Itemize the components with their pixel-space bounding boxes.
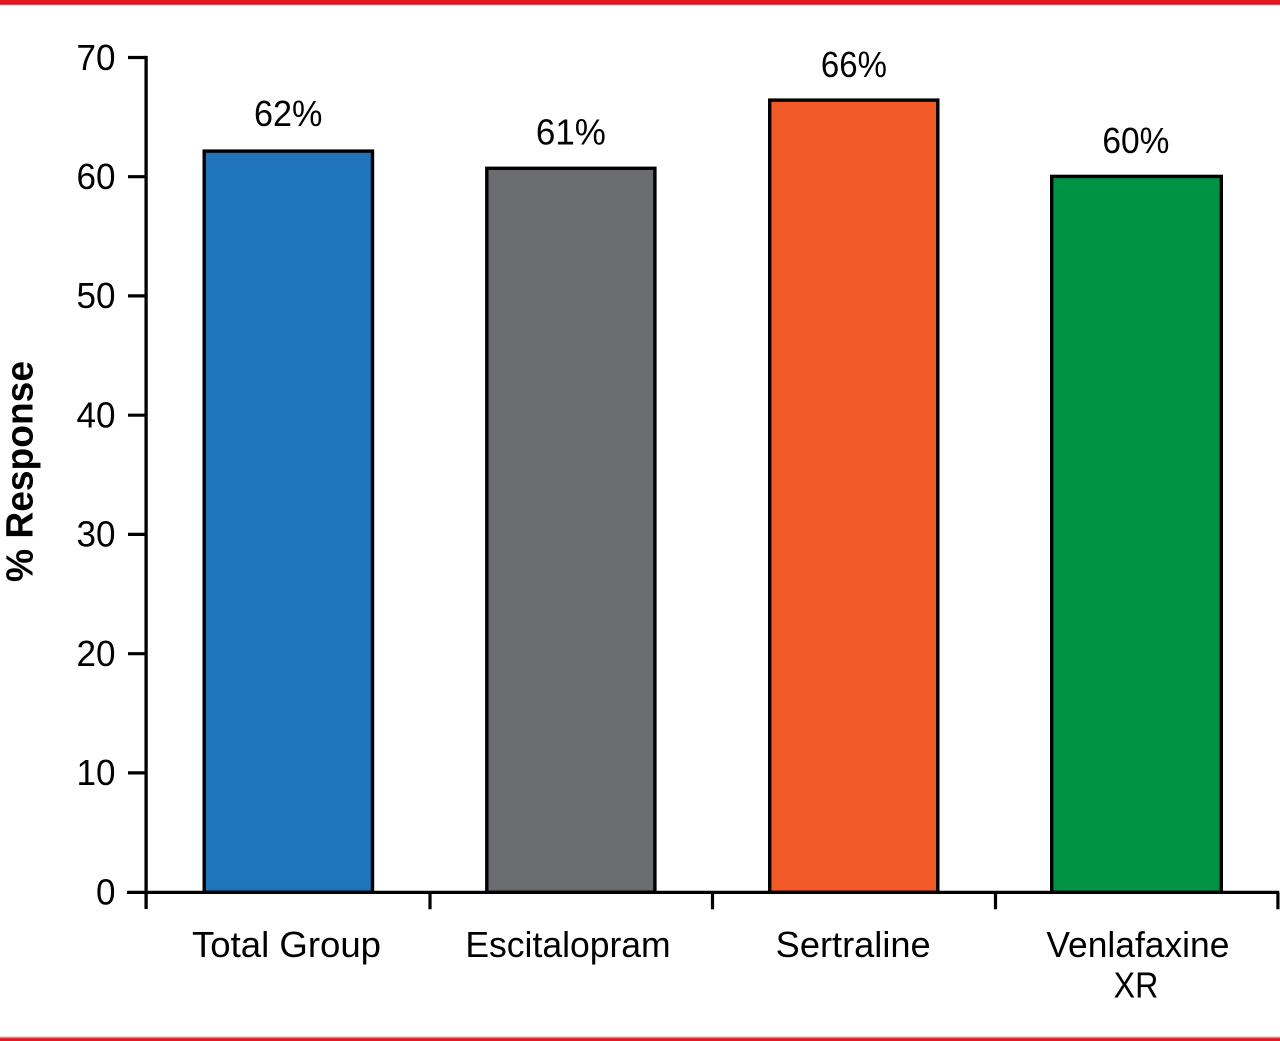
svg-text:0: 0 xyxy=(96,871,116,912)
svg-text:70: 70 xyxy=(77,37,116,78)
svg-text:40: 40 xyxy=(77,395,116,436)
svg-text:50: 50 xyxy=(77,275,116,316)
svg-text:10: 10 xyxy=(77,752,116,793)
svg-text:Total Group: Total Group xyxy=(192,924,381,965)
svg-text:Escitalopram: Escitalopram xyxy=(465,924,670,965)
svg-text:Sertraline: Sertraline xyxy=(776,924,931,965)
svg-text:% Response: % Response xyxy=(0,361,42,582)
svg-text:60%: 60% xyxy=(1102,120,1169,161)
svg-text:30: 30 xyxy=(77,514,116,555)
svg-text:60: 60 xyxy=(77,156,116,197)
svg-text:XR: XR xyxy=(1114,964,1159,1005)
svg-text:20: 20 xyxy=(77,633,116,674)
svg-text:62%: 62% xyxy=(254,93,322,134)
svg-text:Venlafaxine: Venlafaxine xyxy=(1046,924,1229,965)
svg-text:61%: 61% xyxy=(536,111,606,152)
svg-text:66%: 66% xyxy=(821,44,887,85)
